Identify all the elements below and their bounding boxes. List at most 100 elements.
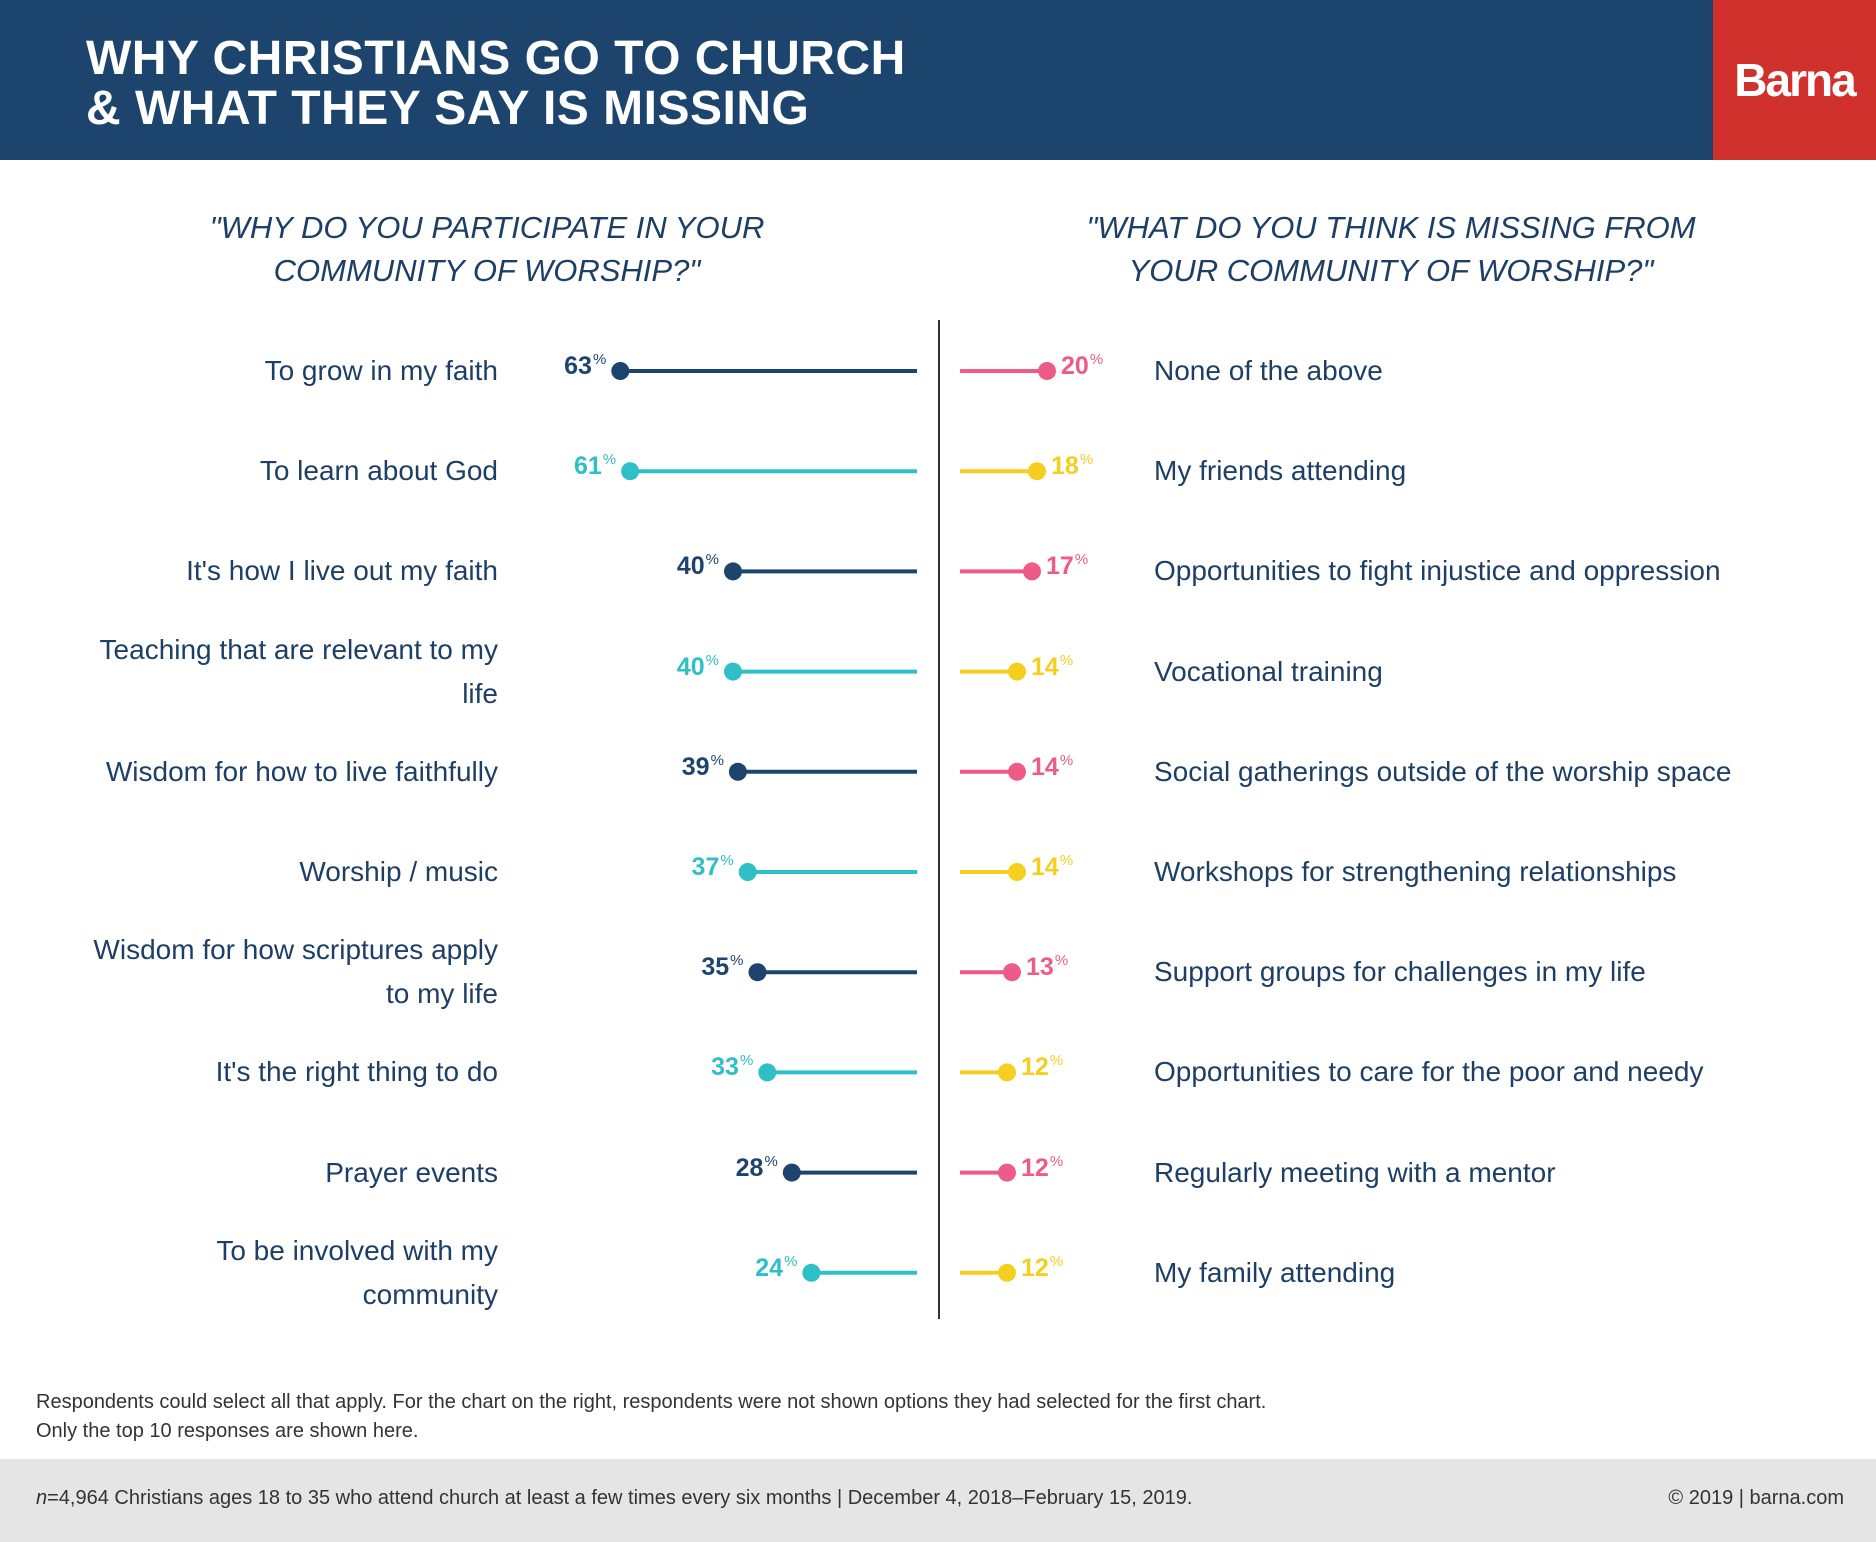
percent-sign: % (710, 751, 724, 769)
right-category-label: Opportunities to fight injustice and opp… (1154, 555, 1721, 587)
left-category-label: To be involved with my community (216, 1234, 498, 1310)
right-value-label: 14% (1031, 852, 1073, 882)
percent-sign: % (1089, 351, 1104, 368)
right-category-label: None of the above (1154, 355, 1383, 386)
sample-n: n (36, 1487, 48, 1509)
right-bar-dot (1023, 562, 1041, 581)
value-number: 18 (1051, 452, 1079, 481)
left-value-label: 28% (736, 1153, 778, 1183)
value-number: 39 (681, 752, 710, 781)
value-number: 14 (1031, 752, 1059, 781)
copyright: © 2019 | barna.com (1668, 1487, 1844, 1509)
right-bar-dot (1028, 462, 1046, 481)
percent-sign: % (784, 1252, 798, 1270)
left-value-label: 61% (574, 451, 616, 481)
right-bar-dot (1038, 362, 1056, 380)
percent-sign: % (1059, 751, 1074, 769)
value-number: 40 (676, 652, 705, 681)
page-title: WHY CHRISTIANS GO TO CHURCH & WHAT THEY … (86, 34, 906, 134)
right-bar-dot (1003, 963, 1021, 982)
percent-sign: % (1079, 451, 1094, 469)
value-number: 61 (573, 452, 602, 481)
left-bar-dot (724, 562, 742, 581)
header-banner: WHY CHRISTIANS GO TO CHURCH & WHAT THEY … (0, 0, 1876, 160)
footnote: Respondents could select all that apply.… (36, 1388, 1266, 1446)
percent-sign: % (1049, 1252, 1064, 1270)
left-question-line-2: COMMUNITY OF WORSHIP?" (273, 253, 701, 288)
value-number: 24 (755, 1253, 784, 1282)
right-bar-dot (998, 1263, 1016, 1282)
right-bar-dot (998, 1063, 1016, 1082)
sample-text: =4,964 Christians ages 18 to 35 who atte… (47, 1487, 1193, 1509)
value-number: 12 (1021, 1053, 1049, 1082)
right-question-heading: "WHAT DO YOU THINK IS MISSING FROM YOUR … (1071, 206, 1711, 292)
barna-logo: Barna (1713, 0, 1876, 160)
value-number: 63 (564, 352, 592, 380)
right-category-label: Vocational training (1154, 655, 1383, 687)
value-number: 14 (1031, 853, 1059, 881)
percent-sign: % (1049, 1152, 1064, 1170)
percent-sign: % (1059, 651, 1074, 669)
right-value-label: 13% (1026, 952, 1068, 982)
left-bar-dot (621, 462, 640, 481)
left-value-label: 33% (711, 1052, 753, 1082)
right-category-label: My friends attending (1154, 455, 1407, 487)
value-number: 33 (711, 1053, 739, 1082)
footnote-line-2: Only the top 10 responses are shown here… (36, 1420, 419, 1442)
left-value-label: 40% (677, 652, 719, 682)
value-number: 35 (701, 953, 730, 982)
left-value-label: 40% (677, 551, 719, 581)
percent-sign: % (1074, 551, 1089, 569)
right-value-label: 17% (1046, 551, 1088, 581)
percent-sign: % (602, 451, 617, 469)
value-number: 12 (1021, 1253, 1049, 1282)
right-value-label: 18% (1051, 451, 1093, 481)
percent-sign: % (705, 551, 719, 569)
left-value-label: 35% (701, 952, 743, 982)
left-question-heading: "WHY DO YOU PARTICIPATE IN YOUR COMMUNIT… (167, 206, 807, 292)
right-value-label: 12% (1021, 1052, 1063, 1082)
right-bar-dot (998, 1163, 1016, 1182)
right-value-label: 12% (1021, 1253, 1063, 1283)
left-value-label: 24% (755, 1253, 797, 1283)
left-bar-dot (758, 1063, 777, 1082)
percent-sign: % (1049, 1052, 1064, 1070)
right-category-label: Support groups for challenges in my life (1154, 956, 1646, 988)
left-category-label: Prayer events (325, 1156, 498, 1188)
value-number: 13 (1026, 953, 1054, 982)
left-bar-dot (782, 1163, 801, 1182)
left-category-label: To grow in my faith (264, 355, 498, 386)
left-bar-dot (724, 662, 742, 681)
title-line-1: WHY CHRISTIANS GO TO CHURCH (86, 32, 906, 85)
right-category-label: Workshops for strengthening relationship… (1154, 856, 1677, 887)
value-number: 12 (1021, 1153, 1049, 1182)
right-value-label: 20% (1061, 351, 1103, 381)
right-question-line-2: YOUR COMMUNITY OF WORSHIP?" (1128, 253, 1654, 288)
right-category-label: Opportunities to care for the poor and n… (1154, 1056, 1704, 1088)
right-question-line-1: "WHAT DO YOU THINK IS MISSING FROM (1086, 210, 1696, 245)
right-value-label: 14% (1031, 752, 1073, 782)
left-bar-dot (728, 762, 747, 781)
left-value-label: 63% (564, 351, 606, 381)
right-value-label: 14% (1031, 652, 1073, 682)
sample-info: n=4,964 Christians ages 18 to 35 who att… (36, 1487, 1192, 1510)
percent-sign: % (720, 852, 734, 869)
right-bar-dot (1008, 863, 1026, 881)
footer-bar: n=4,964 Christians ages 18 to 35 who att… (0, 1459, 1876, 1542)
percent-sign: % (1059, 852, 1074, 869)
left-bar-dot (802, 1263, 821, 1282)
value-number: 28 (735, 1153, 764, 1182)
percent-sign: % (730, 952, 744, 970)
left-category-label: To learn about God (259, 455, 498, 487)
left-category-label: Wisdom for how scriptures apply to my li… (93, 934, 498, 1010)
right-category-label: Social gatherings outside of the worship… (1154, 755, 1732, 787)
value-number: 20 (1061, 352, 1089, 380)
percent-sign: % (705, 651, 719, 669)
left-category-label: Teaching that are relevant to my life (99, 633, 498, 709)
percent-sign: % (764, 1152, 778, 1170)
percent-sign: % (1054, 952, 1069, 970)
percent-sign: % (739, 1052, 754, 1070)
left-question-line-1: "WHY DO YOU PARTICIPATE IN YOUR (209, 210, 765, 245)
value-number: 17 (1046, 552, 1074, 581)
